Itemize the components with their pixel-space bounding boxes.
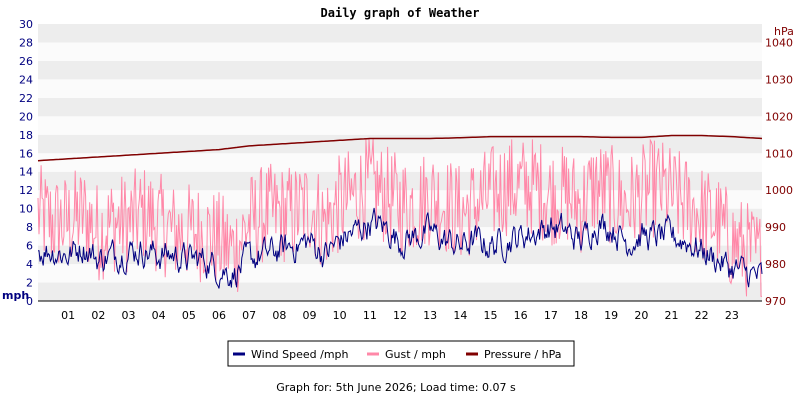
x-tick-label: 08 bbox=[272, 309, 286, 322]
footer-text: Graph for: 5th June 2026; Load time: 0.0… bbox=[276, 381, 516, 394]
grid-band bbox=[38, 24, 762, 43]
x-tick-label: 02 bbox=[91, 309, 105, 322]
x-tick-label: 17 bbox=[544, 309, 558, 322]
x-tick-label: 13 bbox=[423, 309, 437, 322]
grid-band bbox=[38, 60, 762, 80]
left-tick-label: 18 bbox=[19, 129, 33, 142]
left-tick-label: 22 bbox=[19, 92, 33, 105]
grid-bands bbox=[38, 24, 762, 301]
grid-band bbox=[38, 42, 762, 61]
left-tick-label: 24 bbox=[19, 73, 33, 86]
legend-box bbox=[227, 340, 575, 367]
chart-title: Daily graph of Weather bbox=[321, 6, 480, 20]
x-tick-label: 10 bbox=[333, 309, 347, 322]
x-tick-label: 05 bbox=[182, 309, 196, 322]
left-tick-label: 0 bbox=[26, 295, 33, 308]
grid-band bbox=[38, 264, 762, 283]
x-tick-label: 12 bbox=[393, 309, 407, 322]
x-tick-label: 20 bbox=[634, 309, 648, 322]
x-tick-label: 21 bbox=[665, 309, 679, 322]
x-tick-label: 19 bbox=[604, 309, 618, 322]
grid-band bbox=[38, 171, 762, 191]
pressure-line bbox=[37, 134, 763, 162]
x-tick-label: 01 bbox=[61, 309, 75, 322]
grid-band bbox=[38, 282, 762, 301]
legend-label-wind: Wind Speed /mph bbox=[251, 348, 349, 361]
legend-label-gust: Gust / mph bbox=[385, 348, 446, 361]
left-tick-label: 20 bbox=[19, 110, 33, 123]
x-tick-label: 06 bbox=[212, 309, 226, 322]
grid-band bbox=[38, 134, 762, 154]
x-tick-label: 04 bbox=[152, 309, 166, 322]
wind-series bbox=[38, 207, 763, 289]
left-tick-label: 6 bbox=[26, 240, 33, 253]
x-tick-label: 03 bbox=[122, 309, 136, 322]
right-tick-label: 1010 bbox=[765, 147, 793, 160]
left-axis-label: mph bbox=[2, 289, 29, 302]
x-tick-label: 15 bbox=[484, 309, 498, 322]
x-tick-label: 16 bbox=[514, 309, 528, 322]
right-tick-label: 970 bbox=[765, 295, 786, 308]
right-tick-label: 1030 bbox=[765, 73, 793, 86]
x-tick-label: 07 bbox=[242, 309, 256, 322]
x-tick-label: 22 bbox=[695, 309, 709, 322]
legend-label-pressure: Pressure / hPa bbox=[484, 348, 562, 361]
grid-band bbox=[38, 97, 762, 117]
left-tick-label: 14 bbox=[19, 166, 33, 179]
left-tick-label: 4 bbox=[26, 258, 33, 271]
grid-band bbox=[38, 116, 762, 135]
right-tick-label: 1040 bbox=[765, 36, 793, 49]
right-tick-label: 1020 bbox=[765, 110, 793, 123]
x-axis-ticks: 01 02 03 04 05 06 07 08 09 10 11 12 13 14 15 16 17 18 19 20… bbox=[61, 309, 739, 322]
left-tick-label: 28 bbox=[19, 36, 33, 49]
left-tick-label: 16 bbox=[19, 147, 33, 160]
right-tick-label: 1000 bbox=[765, 184, 793, 197]
x-tick-label: 18 bbox=[574, 309, 588, 322]
right-tick-label: 980 bbox=[765, 258, 786, 271]
right-axis-ticks: 970 980 990 1000 1010 1020 1030 1040 bbox=[765, 36, 793, 308]
left-tick-label: 30 bbox=[19, 18, 33, 31]
x-tick-label: 23 bbox=[725, 309, 739, 322]
x-tick-label: 14 bbox=[453, 309, 467, 322]
gust-line bbox=[37, 138, 762, 297]
pressure-series bbox=[37, 134, 763, 162]
left-tick-label: 8 bbox=[26, 221, 33, 234]
right-tick-label: 990 bbox=[765, 221, 786, 234]
wind-speed-line bbox=[38, 207, 763, 289]
grid-band bbox=[38, 153, 762, 172]
left-tick-label: 2 bbox=[26, 277, 33, 290]
x-tick-label: 09 bbox=[303, 309, 317, 322]
x-tick-label: 11 bbox=[363, 309, 377, 322]
grid-band bbox=[38, 79, 762, 98]
left-tick-label: 12 bbox=[19, 184, 33, 197]
right-axis-label: hPa bbox=[774, 25, 794, 38]
left-tick-label: 26 bbox=[19, 55, 33, 68]
left-tick-label: 10 bbox=[19, 203, 33, 216]
gust-series bbox=[37, 138, 762, 297]
